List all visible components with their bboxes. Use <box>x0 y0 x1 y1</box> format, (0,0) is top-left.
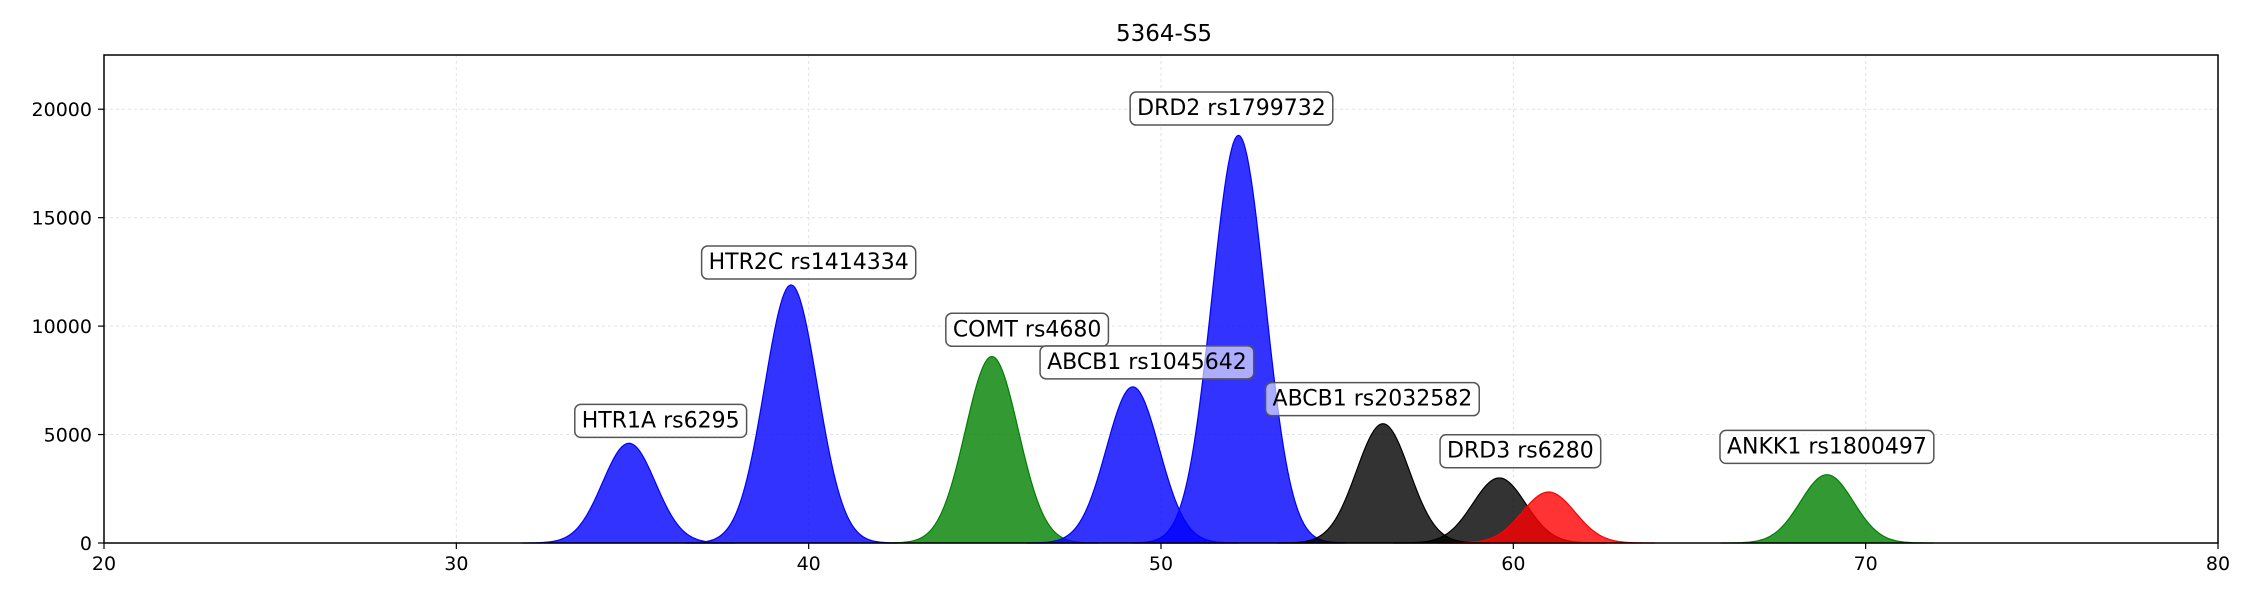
annotation-label: HTR1A rs6295 <box>582 408 740 433</box>
peak-annotation: DRD2 rs1799732 <box>1129 91 1334 126</box>
y-tick-label: 10000 <box>32 316 92 338</box>
chart-title: 5364-S5 <box>1116 21 1212 47</box>
x-tick-label: 40 <box>797 553 821 575</box>
peaks <box>522 134 1934 544</box>
annotation-box <box>945 312 1110 348</box>
annotation-label: ABCB1 rs1045642 <box>1047 350 1247 375</box>
peak-annotation: DRD3 rs6280 <box>1439 433 1602 469</box>
y-tick-label: 15000 <box>32 208 92 230</box>
peak-annotation: ABCB1 rs2032582 <box>1264 381 1480 417</box>
annotation-label: ABCB1 rs2032582 <box>1273 387 1473 412</box>
peak-7 <box>1442 491 1655 544</box>
annotation-box <box>700 245 917 280</box>
annotation-box <box>1039 345 1255 380</box>
peak-0 <box>522 442 736 544</box>
x-tick-label: 80 <box>2206 553 2230 575</box>
annotation-label: ANKK1 rs1800497 <box>1727 434 1927 459</box>
annotation-box <box>1719 429 1935 465</box>
annotation-label: DRD2 rs1799732 <box>1137 96 1326 121</box>
x-tick-label: 50 <box>1149 553 1173 575</box>
axis-ticks: 20 30 40 50 60 70 80 0 5000 10000 15000 20000 <box>32 99 2231 575</box>
annotation-label: DRD3 rs6280 <box>1447 439 1594 464</box>
x-tick-label: 70 <box>1854 553 1878 575</box>
annotation-box <box>574 403 748 439</box>
x-tick-label: 30 <box>444 553 468 575</box>
peak-annotation: HTR2C rs1414334 <box>700 245 917 280</box>
peak-annotation: HTR1A rs6295 <box>574 403 748 439</box>
annotation-box <box>1264 381 1480 417</box>
peak-1 <box>684 284 898 544</box>
y-tick-label: 20000 <box>32 99 92 121</box>
x-tick-label: 20 <box>92 553 116 575</box>
peak-8 <box>1720 474 1934 544</box>
annotation-label: HTR2C rs1414334 <box>709 250 909 275</box>
annotation-label: COMT rs4680 <box>953 317 1102 342</box>
annotation-box <box>1129 91 1334 126</box>
peak-annotation: ABCB1 rs1045642 <box>1039 345 1255 380</box>
peak-annotation: COMT rs4680 <box>945 312 1110 348</box>
x-tick-label: 60 <box>1501 553 1525 575</box>
peak-annotations: HTR1A rs6295 HTR2C rs1414334 COMT rs4680 AB… <box>574 91 1935 469</box>
annotation-box <box>1439 433 1602 469</box>
peak-4 <box>1132 134 1345 544</box>
y-tick-label: 0 <box>80 533 92 555</box>
y-tick-label: 5000 <box>44 425 92 447</box>
peak-annotation: ANKK1 rs1800497 <box>1719 429 1935 465</box>
